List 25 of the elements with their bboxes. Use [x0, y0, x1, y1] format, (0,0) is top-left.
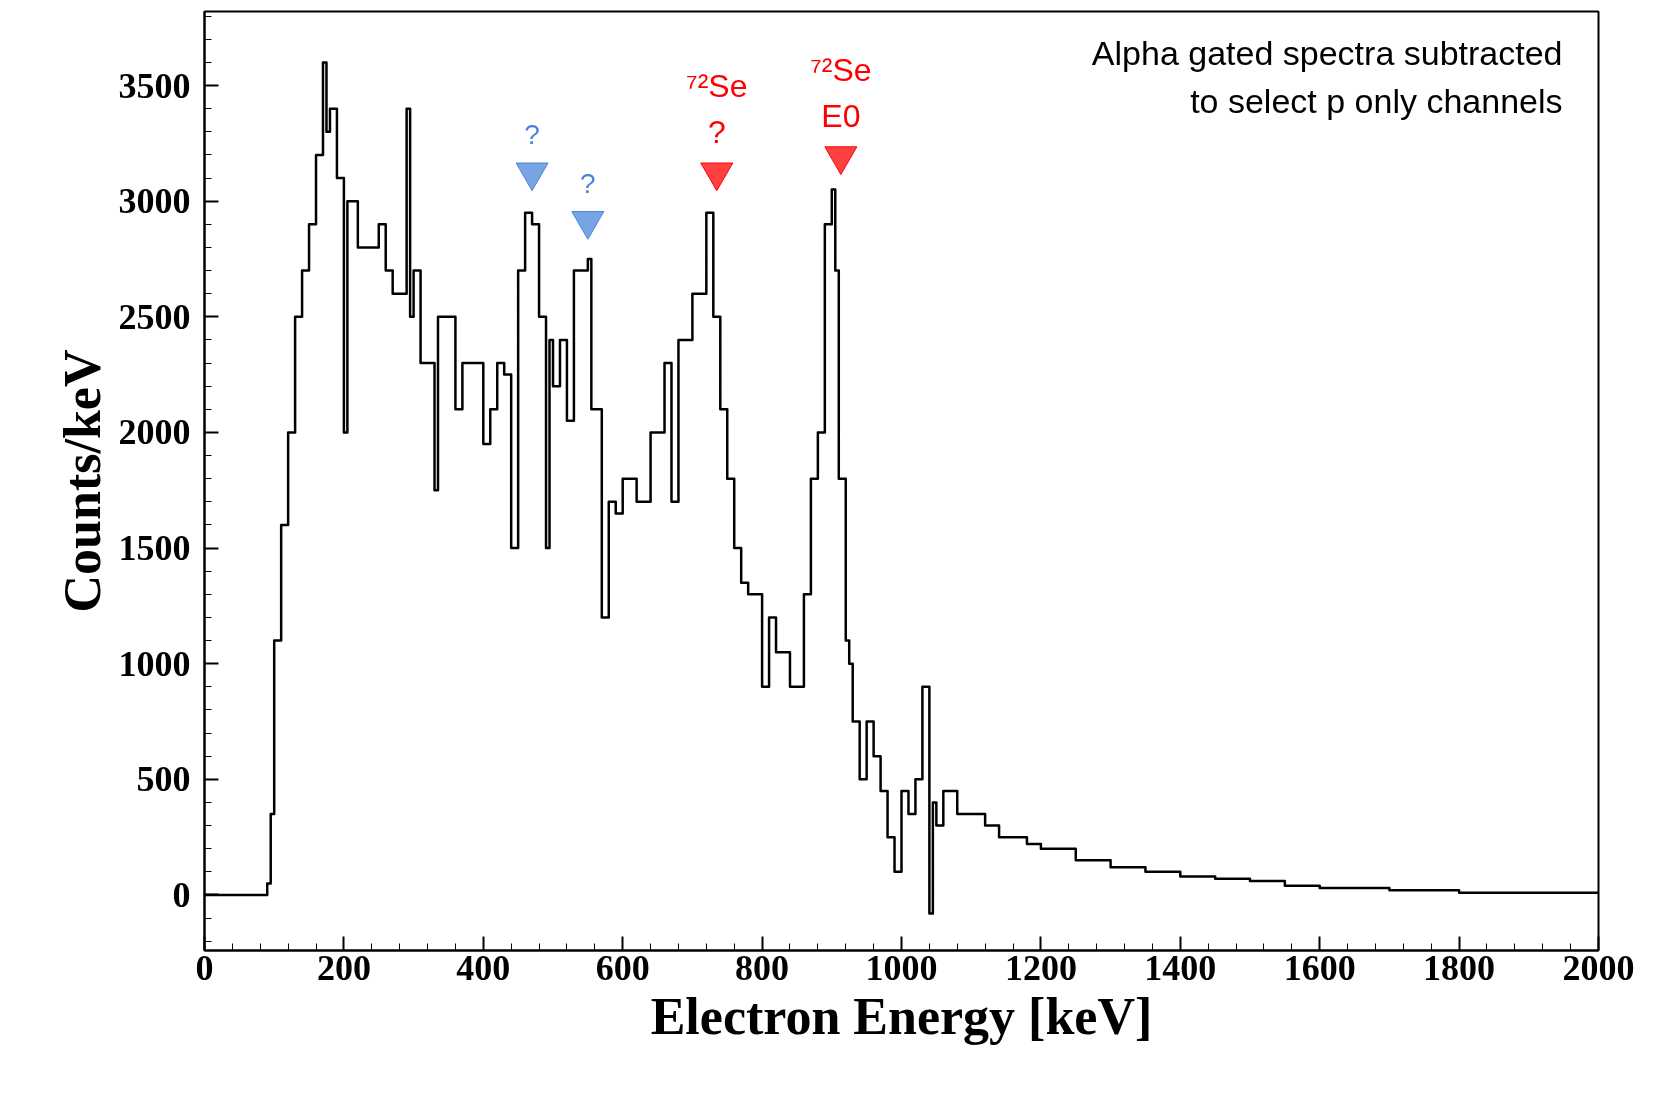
- y-tick-label: 3000: [118, 181, 191, 222]
- x-tick-label: 1400: [1144, 947, 1217, 988]
- x-tick-label: 2000: [1562, 947, 1635, 988]
- y-tick-label: 1500: [118, 528, 191, 569]
- annotation: ⁷²Se E0: [810, 52, 872, 135]
- x-tick-label: 1200: [1004, 947, 1077, 988]
- x-tick-label: 800: [735, 947, 790, 988]
- x-tick-label: 200: [316, 947, 371, 988]
- y-tick-label: 2500: [118, 296, 191, 337]
- y-tick-label: 1000: [118, 643, 191, 684]
- y-tick-label: 500: [136, 759, 191, 800]
- annotation: ?: [580, 167, 596, 199]
- x-tick-label: 1000: [865, 947, 938, 988]
- y-tick-label: 3500: [118, 65, 191, 106]
- x-tick-label: 1600: [1283, 947, 1356, 988]
- x-tick-label: 400: [456, 947, 511, 988]
- y-tick-label: 2000: [118, 412, 191, 453]
- x-tick-label: 1800: [1423, 947, 1496, 988]
- x-axis-title: Electron Energy [keV]: [650, 987, 1153, 1045]
- y-tick-label: 0: [172, 874, 191, 915]
- x-tick-label: 600: [595, 947, 650, 988]
- annotation: ⁷²Se ?: [686, 68, 748, 151]
- y-axis-title: Counts/keV: [53, 349, 111, 613]
- annotation: Alpha gated spectra subtracted to select p only channels: [1091, 33, 1563, 120]
- annotation: ?: [524, 119, 540, 151]
